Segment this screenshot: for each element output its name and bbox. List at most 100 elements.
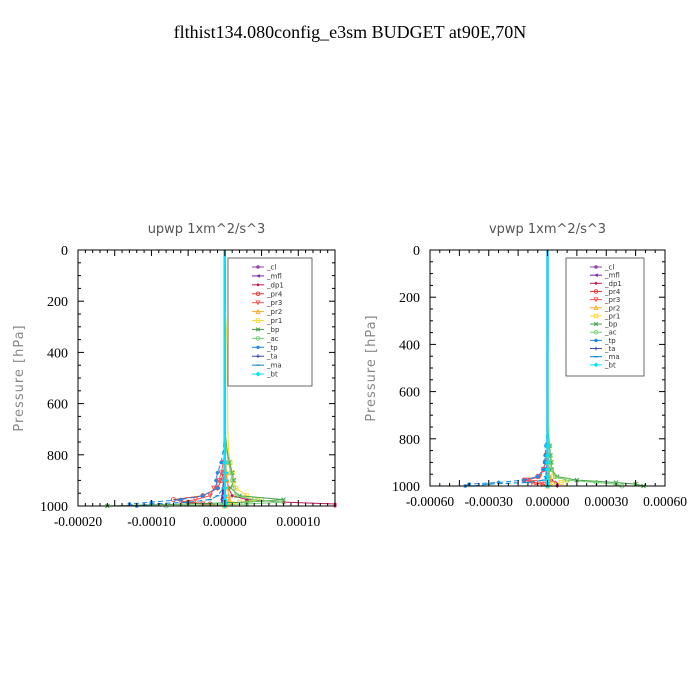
legend-box (565, 257, 645, 377)
series-point-pr3 (207, 493, 213, 499)
legend-item: _cl (252, 264, 276, 272)
panel-title: vpwp 1xm^2/s^3 (489, 222, 606, 237)
legend-item: _pr4 (252, 290, 283, 298)
series-line-tp (465, 250, 548, 487)
series-point-ac (231, 485, 237, 491)
x-tick-label: 0.00010 (276, 514, 320, 529)
series-point-mfl (219, 497, 224, 502)
series-point-tp (542, 460, 547, 465)
series-point-bt (544, 473, 551, 480)
legend-item: _ac (252, 335, 279, 343)
legend-swatch-marker (593, 362, 599, 368)
y-tick-label: 0 (61, 244, 68, 259)
series-point-bt (222, 477, 228, 483)
legend-label: _bt (266, 371, 278, 379)
legend-item: _bt (590, 361, 616, 369)
legend-label: _ma (266, 362, 282, 370)
series-point-ac (228, 470, 234, 476)
legend-swatch-marker (593, 329, 599, 335)
legend-box (227, 257, 313, 387)
series-point-pr3 (218, 470, 224, 476)
legend-label: _ac (266, 335, 279, 343)
legend-swatch-marker (593, 297, 599, 303)
series-point-ac (233, 493, 239, 499)
axis-ticks (77, 249, 336, 507)
legend-item: _tp (590, 337, 616, 345)
legend-item: _ta (590, 345, 616, 353)
series-point-bt (222, 470, 228, 476)
legend-item: _pr1 (252, 317, 282, 325)
series-point-tp (522, 478, 526, 483)
series-point-tp (214, 478, 219, 483)
legend: _cl_mfl_dp1_pr4_pr3_pr2_pr1_bp_ac_tp_ta_… (565, 257, 645, 377)
legend-item: _ta (252, 353, 278, 361)
legend-swatch-marker (255, 327, 261, 332)
x-tick-label: -0.00060 (406, 494, 455, 509)
chart-panel-1: upwp 1xm^2/s^3 Pressure [hPa] 0 200 400 600 80… (12, 222, 337, 529)
series-line-pr4 (523, 250, 548, 487)
legend-label: _ta (604, 345, 616, 353)
legend-label: _pr1 (604, 312, 620, 320)
series-point-bt (544, 459, 551, 465)
legend-swatch-marker (593, 321, 599, 327)
legend-item: _bp (252, 326, 280, 334)
axis-ticks (429, 249, 666, 487)
legend-label: _cl (266, 264, 276, 272)
series-line-pr3 (526, 250, 548, 487)
legend-item: _tp (252, 344, 278, 352)
series-point-bt (544, 466, 551, 473)
legend-label: _pr1 (266, 317, 282, 325)
legend-swatch-marker (255, 291, 261, 297)
legend-item: _pr1 (590, 312, 620, 320)
series-point-tp (541, 467, 546, 472)
panels: upwp 1xm^2/s^3 Pressure [hPa] 0 200 400 600 80… (12, 222, 687, 529)
panel-title: upwp 1xm^2/s^3 (148, 222, 266, 237)
legend-swatch-marker (255, 318, 261, 323)
legend-swatch-marker (255, 300, 261, 306)
series-point-pr3 (525, 477, 531, 484)
x-tick-label: -0.00030 (465, 494, 514, 509)
series-point-ac (564, 477, 570, 483)
x-tick-label: 0.00030 (584, 494, 628, 509)
legend-swatch-marker (594, 273, 598, 277)
y-tick-label: 800 (399, 433, 420, 448)
legend-label: _tp (266, 344, 278, 352)
series-point-ac (229, 477, 235, 483)
legend-label: _pr2 (266, 308, 282, 316)
legend-item: _bt (252, 371, 278, 379)
legend-item: _mfl (252, 272, 282, 280)
legend-label: _pr3 (266, 299, 282, 307)
legend-swatch-marker (593, 289, 599, 294)
legend-item: _dp1 (590, 280, 622, 288)
series-point-bt (222, 459, 228, 466)
legend-swatch-marker (594, 346, 598, 351)
legend-label: _ta (266, 353, 278, 361)
y-axis-label: Pressure [hPa] (12, 324, 27, 431)
y-tick-label: 1000 (392, 480, 420, 495)
x-tick-label: 0.00000 (203, 514, 247, 529)
series-line-pr4 (173, 250, 226, 507)
series-line-ma (136, 250, 226, 507)
x-tick-label: 0.00060 (643, 494, 687, 509)
y-tick-label: 0 (413, 244, 420, 259)
series-point-bt (544, 443, 551, 449)
series-point-pr3 (192, 497, 199, 503)
legend-swatch-marker (594, 338, 598, 343)
legend-item: _ma (590, 353, 620, 361)
series-point-pr3 (211, 485, 217, 492)
legend-swatch-marker (593, 313, 599, 319)
legend-item: _pr4 (590, 288, 621, 296)
legend-swatch-marker (594, 281, 598, 286)
legend-item: _dp1 (252, 281, 284, 289)
legend-label: _pr4 (604, 288, 621, 296)
y-tick-label: 400 (47, 346, 68, 361)
legend-item: _pr3 (252, 299, 282, 307)
y-axis-label: Pressure [hPa] (364, 314, 379, 421)
series-point-tp (215, 470, 220, 475)
x-tick-label: 0.00000 (526, 494, 570, 509)
legend-label: _pr4 (266, 290, 283, 298)
series-line-pr3 (180, 250, 226, 507)
legend-item: _ac (590, 329, 617, 337)
legend-swatch-marker (594, 265, 598, 269)
